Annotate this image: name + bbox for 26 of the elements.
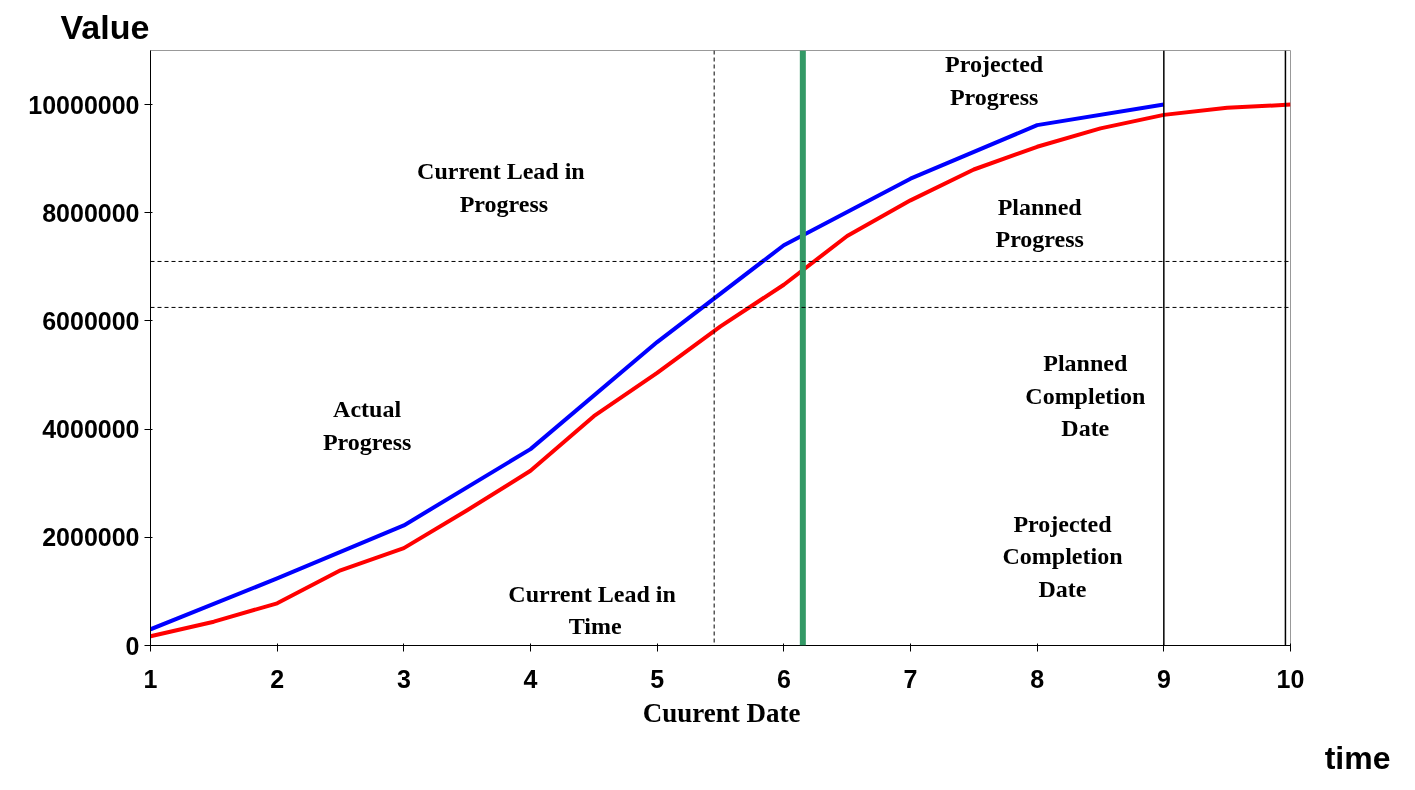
x-tick-label: 5 [650,664,665,693]
y-tick-label: 4000000 [42,415,140,444]
x-tick-label: 1 [143,664,158,693]
y-tick-label: 10000000 [28,90,140,119]
annotation: Planned Progress [995,193,1084,253]
annotation: Planned Completion Date [1025,350,1146,442]
x-tick-label: 9 [1156,664,1171,693]
x-axis-title: time [1324,739,1391,776]
annotation: Current Lead in Time [508,580,676,640]
y-axis-title: Value [60,7,150,46]
x-tick-label: 6 [776,664,791,693]
annotation: Projected Completion Date [1002,510,1123,602]
y-tick-label: 6000000 [42,306,140,335]
annotation: Projected Progress [945,51,1044,110]
x-tick-label: 7 [903,664,918,693]
x-tick-label: 10 [1276,664,1305,693]
x-tick-label: 4 [523,664,538,693]
ref-line-label: Cuurent Date [642,697,801,728]
annotation: Current Lead in Progress [417,158,585,217]
x-tick-label: 2 [270,664,285,693]
x-tick-label: 8 [1030,664,1045,693]
y-tick-label: 8000000 [42,198,140,227]
x-tick-label: 3 [396,664,411,693]
y-tick-label: 0 [125,631,140,660]
annotation: Actual Progress [322,396,412,455]
y-tick-label: 2000000 [42,523,140,552]
